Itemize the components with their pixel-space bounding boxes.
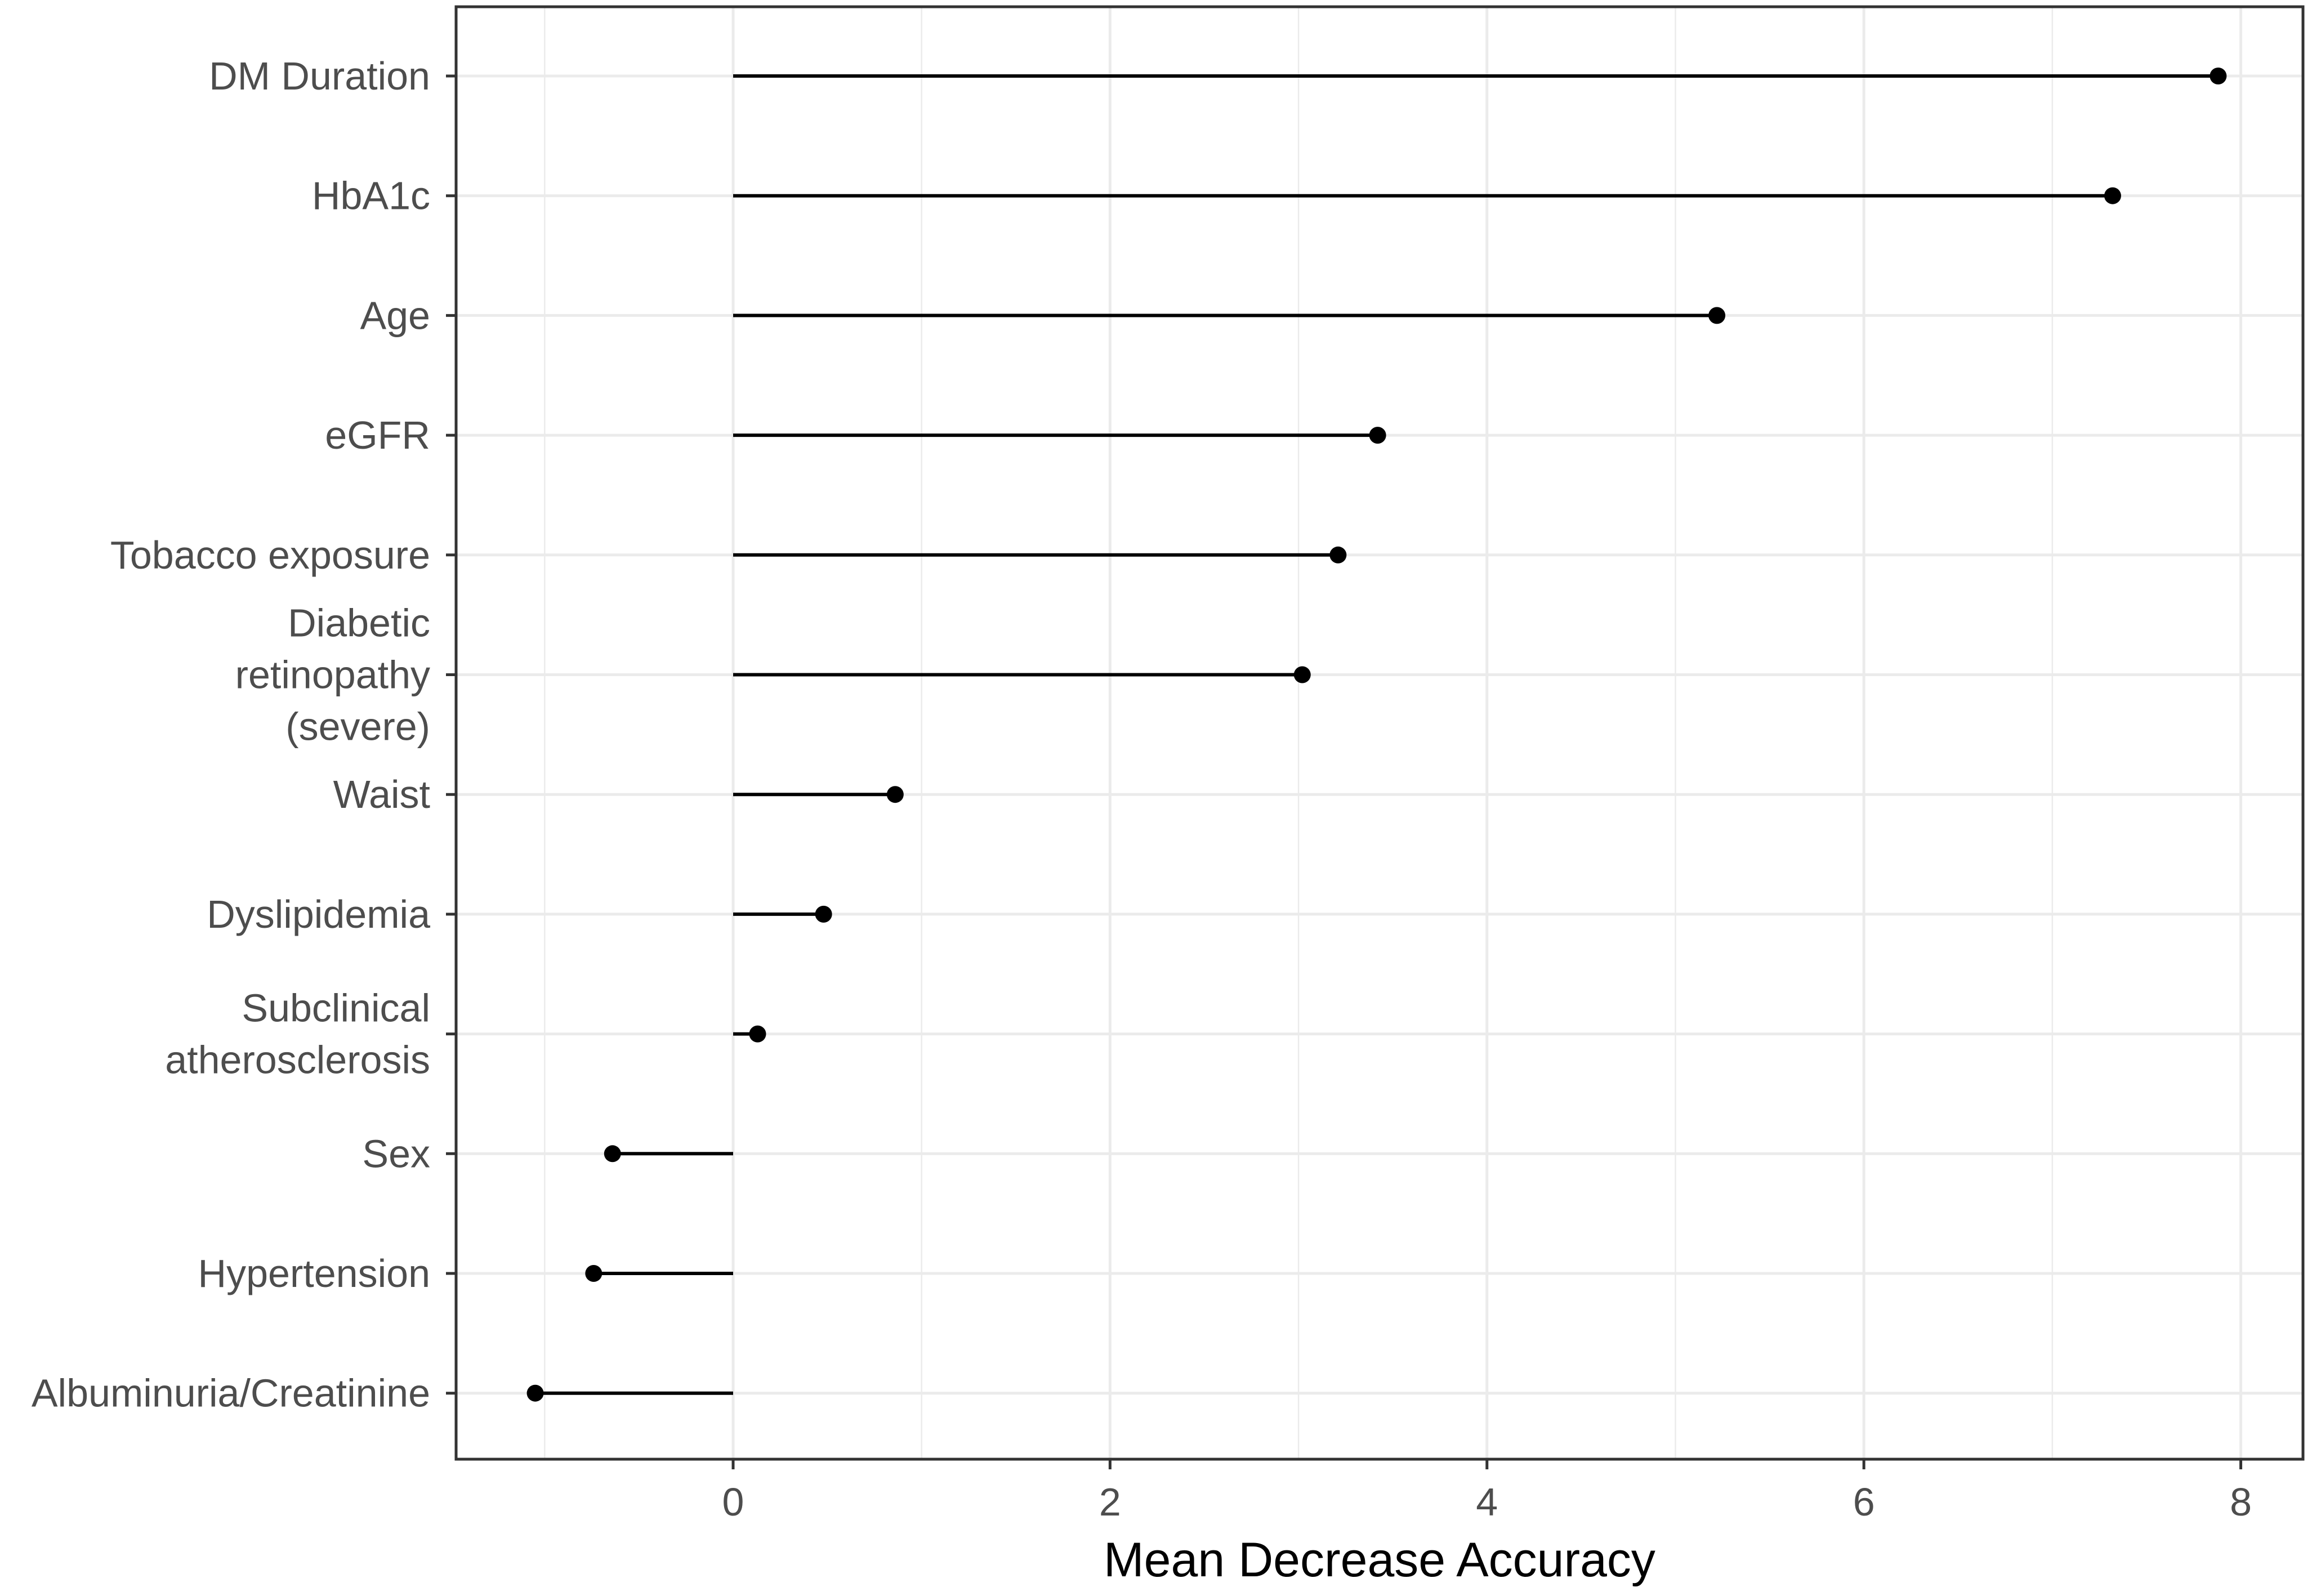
panel-border [454, 5, 2305, 1461]
x-tick-label: 0 [722, 1480, 744, 1524]
y-tick-label-line: Waist [333, 772, 430, 816]
point [1369, 427, 1386, 444]
y-tick-label-line: DM Duration [209, 54, 430, 98]
y-tick-label-line: HbA1c [312, 174, 430, 218]
y-tick-label-line: Dyslipidemia [207, 892, 430, 936]
y-tick-label: Waist [333, 772, 430, 816]
y-tick-label-line: Tobacco exposure [110, 533, 430, 577]
y-tick-label: Subclinical atherosclerosis [165, 986, 430, 1082]
point [585, 1265, 602, 1282]
x-tick-label: 2 [1099, 1480, 1121, 1524]
y-axis: DM Duration HbA1c Age eGFR Tobacco exposure D… [32, 54, 456, 1415]
y-tick-label: Dyslipidemia [207, 892, 430, 936]
y-tick-label: Sex [362, 1132, 430, 1175]
point [2104, 187, 2121, 204]
y-tick-label: Hypertension [198, 1251, 430, 1295]
y-tick-label-line: Hypertension [198, 1251, 430, 1295]
point [1708, 307, 1726, 324]
data-marks [526, 68, 2227, 1402]
y-tick-label-line: Subclinical [242, 986, 430, 1030]
point [1293, 666, 1311, 683]
x-axis: 0 2 4 6 8 [722, 1459, 2252, 1524]
x-tick-label: 8 [2230, 1480, 2252, 1524]
y-tick-label: Tobacco exposure [110, 533, 430, 577]
x-axis-title: Mean Decrease Accuracy [1104, 1533, 1655, 1587]
x-tick-label: 6 [1853, 1480, 1875, 1524]
y-tick-label-line: retinopathy [235, 653, 430, 697]
y-tick-label-line: Sex [362, 1132, 430, 1175]
point [815, 905, 832, 923]
y-tick-label-line: Diabetic [288, 601, 430, 645]
y-tick-label: DM Duration [209, 54, 430, 98]
y-tick-label: Diabetic retinopathy (severe) [235, 601, 430, 749]
y-tick-label-line: Albuminuria/Creatinine [32, 1371, 430, 1415]
point [749, 1025, 766, 1043]
point [604, 1145, 621, 1163]
y-tick-label: HbA1c [312, 174, 430, 218]
point [1329, 546, 1347, 564]
point [2210, 68, 2227, 84]
point [886, 786, 904, 803]
y-tick-label-line: eGFR [325, 413, 430, 457]
y-tick-label: eGFR [325, 413, 430, 457]
y-tick-label-line: (severe) [285, 705, 430, 749]
y-tick-label: Albuminuria/Creatinine [32, 1371, 430, 1415]
x-tick-label: 4 [1476, 1480, 1498, 1524]
y-tick-label-line: atherosclerosis [165, 1038, 430, 1082]
y-tick-label-line: Age [360, 293, 430, 337]
point [526, 1384, 544, 1402]
y-tick-label: Age [360, 293, 430, 337]
